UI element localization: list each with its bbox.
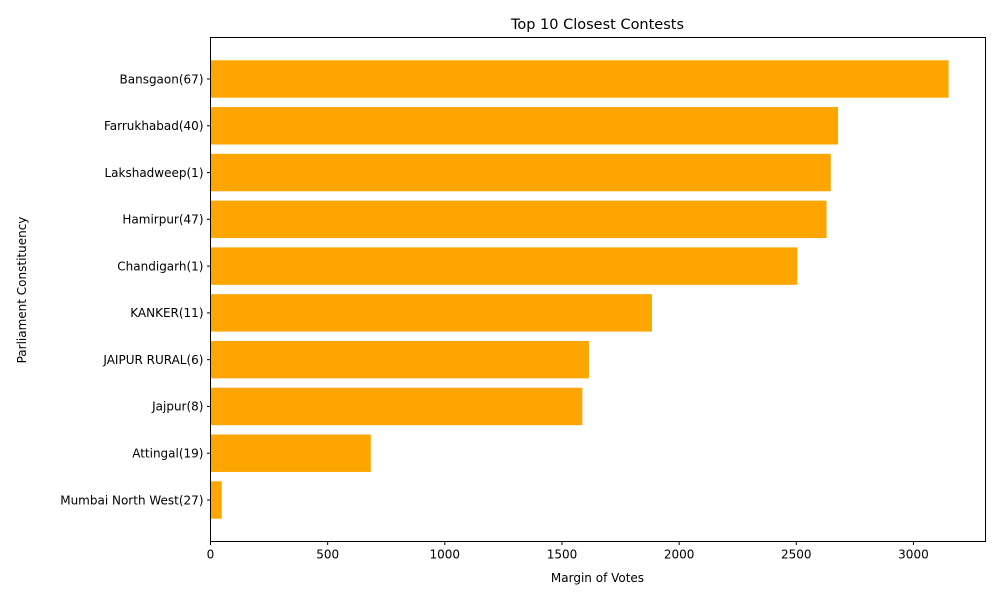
y-tick-label: Lakshadweep(1) bbox=[104, 166, 203, 180]
x-tick-label: 2500 bbox=[781, 548, 812, 562]
bar bbox=[210, 481, 222, 519]
y-tick-label: Hamirpur(47) bbox=[122, 213, 203, 227]
x-tick-label: 0 bbox=[207, 548, 215, 562]
bar bbox=[210, 153, 831, 192]
y-tick-label: Chandigarh(1) bbox=[117, 259, 203, 273]
bar bbox=[210, 200, 827, 239]
bar bbox=[210, 434, 371, 472]
x-axis-ticks: 0 500 1000 1500 2000 2500 3000 bbox=[207, 541, 929, 562]
x-axis-label: Margin of Votes bbox=[551, 571, 644, 585]
x-tick-label: 1000 bbox=[430, 548, 461, 562]
y-axis-ticks: Bansgaon(67) Farrukhabad(40) Lakshadweep(1… bbox=[60, 72, 211, 507]
bars-layer bbox=[210, 60, 949, 519]
chart-title: Top 10 Closest Contests bbox=[510, 17, 684, 33]
y-tick-label: Mumbai North West(27) bbox=[60, 493, 203, 507]
bar bbox=[210, 340, 589, 379]
y-tick-label: Jajpur(8) bbox=[151, 400, 203, 414]
y-tick-label: KANKER(11) bbox=[130, 306, 203, 320]
y-axis-label: Parliament Constituency bbox=[15, 217, 29, 364]
bar bbox=[210, 294, 652, 332]
bar bbox=[210, 60, 949, 98]
bar bbox=[210, 387, 583, 426]
bar bbox=[210, 247, 798, 285]
x-tick-label: 1500 bbox=[547, 548, 578, 562]
y-tick-label: Bansgaon(67) bbox=[120, 72, 204, 86]
y-tick-label: Attingal(19) bbox=[132, 447, 203, 461]
x-tick-label: 500 bbox=[316, 548, 339, 562]
y-tick-label: JAIPUR RURAL(6) bbox=[102, 353, 203, 367]
plot-frame bbox=[210, 37, 986, 542]
x-tick-label: 3000 bbox=[898, 548, 929, 562]
bar bbox=[210, 107, 838, 145]
y-tick-label: Farrukhabad(40) bbox=[104, 119, 204, 133]
x-tick-label: 2000 bbox=[664, 548, 695, 562]
